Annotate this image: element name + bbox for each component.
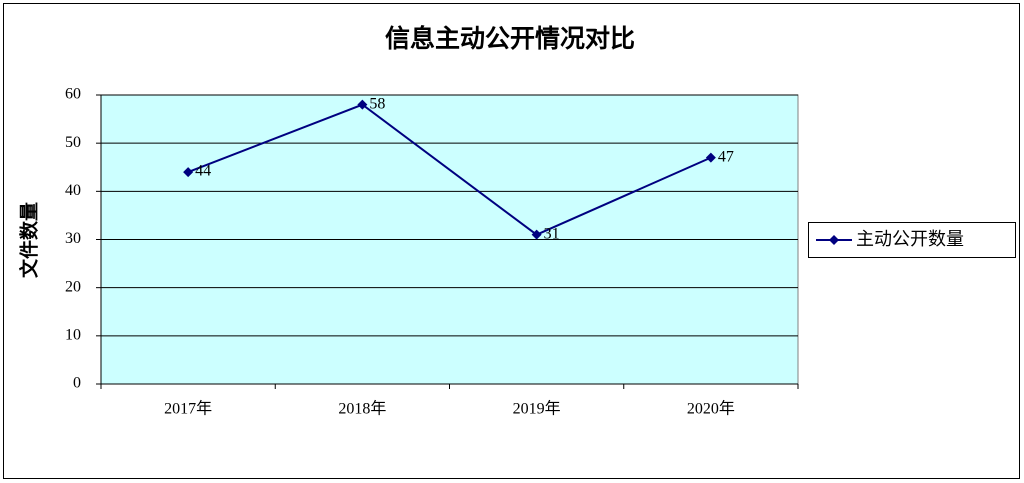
chart-title: 信息主动公开情况对比 bbox=[385, 24, 635, 53]
y-axis-label: 文件数量 bbox=[18, 202, 41, 278]
data-point bbox=[357, 99, 368, 110]
y-tick-label: 30 bbox=[65, 230, 81, 247]
y-tick-label: 0 bbox=[73, 375, 81, 392]
x-tick-label: 2020年 bbox=[687, 400, 735, 418]
data-point bbox=[183, 167, 194, 178]
x-tick-label: 2017年 bbox=[164, 400, 212, 418]
y-tick-label: 50 bbox=[65, 134, 81, 151]
y-tick-label: 60 bbox=[65, 86, 81, 103]
legend-marker bbox=[829, 235, 839, 245]
y-tick-label: 40 bbox=[65, 182, 81, 199]
legend-label: 主动公开数量 bbox=[856, 229, 964, 250]
series-line bbox=[187, 103, 712, 236]
data-point bbox=[531, 229, 542, 240]
x-tick-label: 2019年 bbox=[513, 400, 561, 418]
data-label: 58 bbox=[369, 95, 385, 112]
data-label: 31 bbox=[544, 225, 560, 242]
x-tick-label: 2018年 bbox=[338, 400, 386, 418]
y-tick-label: 10 bbox=[65, 327, 81, 344]
data-point bbox=[705, 152, 716, 163]
y-tick-label: 20 bbox=[65, 278, 81, 295]
data-label: 47 bbox=[718, 148, 734, 165]
data-label: 44 bbox=[195, 163, 211, 180]
